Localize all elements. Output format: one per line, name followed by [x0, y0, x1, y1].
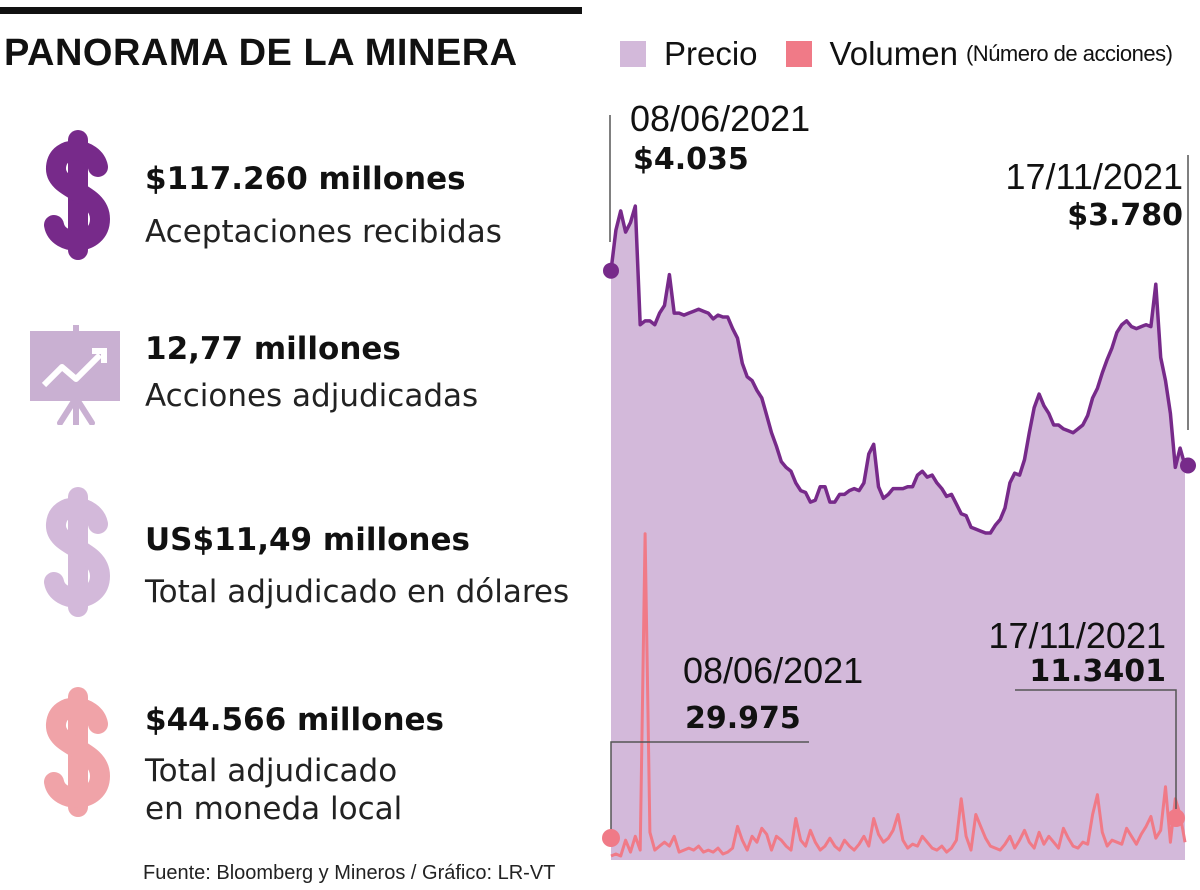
legend-swatch-precio — [620, 41, 646, 67]
kpi-acciones: 12,77 millones Acciones adjudicadas — [30, 325, 590, 465]
kpi-moneda-local: $44.566 millones Total adjudicado en mon… — [30, 682, 590, 827]
kpi-label: Aceptaciones recibidas — [145, 214, 502, 250]
presentation-chart-icon — [30, 325, 120, 425]
volume-start-value: 29.975 — [685, 701, 801, 736]
legend-item-precio: Precio — [620, 35, 758, 73]
volume-start-date: 08/06/2021 — [683, 650, 863, 691]
dollar-icon — [44, 487, 111, 617]
legend-item-volumen: Volumen (Número de acciones) — [785, 35, 1173, 73]
volume-end-date: 17/11/2021 — [988, 615, 1166, 656]
kpi-value: $117.260 millones — [145, 161, 466, 197]
kpi-label: Acciones adjudicadas — [145, 378, 479, 414]
price-start-point — [603, 262, 619, 279]
price-start-date: 08/06/2021 — [630, 98, 810, 139]
kpi-value: US$11,49 millones — [145, 522, 470, 558]
legend-label-volumen: Volumen — [829, 35, 958, 72]
volume-end-point — [1167, 809, 1185, 827]
page-title: PANORAMA DE LA MINERA — [4, 32, 518, 74]
source-credit: Fuente: Bloomberg y Mineros / Gráfico: L… — [143, 862, 556, 884]
price-end-point — [1180, 457, 1196, 474]
volume-start-leader — [610, 741, 809, 838]
price-start-value: $4.035 — [633, 142, 749, 177]
kpi-value: 12,77 millones — [145, 331, 401, 367]
kpi-value: $44.566 millones — [145, 702, 445, 738]
legend-label-precio: Precio — [664, 35, 758, 72]
kpi-label: Total adjudicado en dólares — [145, 574, 570, 610]
volume-line — [610, 532, 1187, 858]
dollar-icon — [44, 130, 111, 260]
kpi-aceptaciones: $117.260 millones Aceptaciones recibidas — [30, 125, 590, 265]
price-line — [609, 204, 1187, 535]
volume-start-point — [602, 829, 620, 847]
kpi-label: Total adjudicado — [145, 753, 398, 789]
chart-legend: Precio Volumen (Número de acciones) — [620, 32, 1173, 76]
top-rule — [0, 7, 582, 14]
legend-note-volumen: (Número de acciones) — [965, 41, 1173, 66]
price-area — [611, 206, 1185, 861]
kpi-label-line2: en moneda local — [145, 791, 403, 827]
price-end-date: 17/11/2021 — [1005, 156, 1183, 197]
price-end-value: $3.780 — [1067, 198, 1183, 233]
volume-end-leader — [1015, 689, 1177, 818]
legend-swatch-volumen — [785, 41, 812, 67]
volume-end-value: 11.3401 — [1029, 654, 1166, 689]
dollar-icon — [44, 687, 111, 817]
kpi-dolares: US$11,49 millones Total adjudicado en dó… — [30, 482, 590, 622]
